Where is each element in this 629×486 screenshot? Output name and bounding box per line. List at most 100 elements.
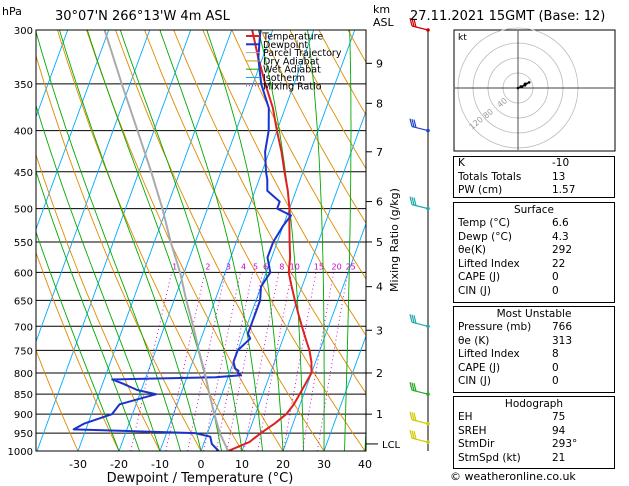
barb-flag [411, 314, 415, 323]
index-label: EH [458, 411, 473, 423]
wind-barbs [409, 17, 430, 451]
barb-flag [411, 430, 415, 439]
index-row: CIN (J) 0 [454, 375, 614, 389]
barb-flag [409, 382, 413, 391]
temperature-tick-label: 20 [276, 458, 290, 471]
barb-flag [411, 196, 415, 206]
barb-dot [426, 28, 430, 32]
isotherm-line [36, 30, 69, 119]
pressure-tick-label: 950 [14, 429, 33, 440]
barb-flag [409, 17, 413, 27]
index-label: Temp (°C) [458, 217, 511, 229]
pressure-tick-label: 850 [14, 390, 33, 401]
temperature-tick-label: 0 [198, 458, 205, 471]
wind-barb [409, 411, 430, 426]
mixing-ratio-line [257, 272, 293, 451]
mixing-ratio-label: 10 [290, 262, 300, 271]
index-row: StmSpd (kt) 21 [454, 452, 614, 466]
legend-label: Dewpoint [263, 40, 308, 51]
pressure-tick-label: 450 [14, 168, 33, 179]
pressure-tick-label: 300 [14, 26, 33, 37]
isotherm-line [282, 222, 366, 451]
wet-adiabat-line [307, 30, 325, 451]
isotherm-line [77, 30, 233, 451]
most-unstable-box: Most Unstable Pressure (mb) 766 θe (K) 313 L… [453, 306, 615, 393]
km-tick-label: 7 [376, 146, 383, 159]
hodograph-point [520, 85, 524, 88]
pressure-tick-label: 900 [14, 410, 33, 421]
index-label: CAPE (J) [458, 361, 501, 374]
barb-flag [411, 18, 415, 27]
index-row: θe (K) 313 [454, 335, 614, 349]
km-tick-label: 3 [376, 324, 383, 337]
barb-flag [413, 383, 417, 392]
barb-shaft [411, 321, 429, 327]
sounding-series [72, 30, 313, 451]
wet-adiabat-line [36, 30, 181, 451]
mixing-ratio-line [316, 272, 349, 451]
index-label: CIN (J) [458, 375, 491, 387]
dry-adiabat-line [115, 30, 325, 451]
legend-label: Wet Adiabat [263, 65, 321, 76]
barb-dot [426, 392, 430, 396]
mixing-ratio-line [203, 272, 241, 451]
pressure-tick-label: 750 [14, 346, 33, 357]
asl-label: ASL [373, 16, 395, 29]
pressure-tick-label: 500 [14, 205, 33, 216]
hodograph-point [516, 86, 520, 90]
pressure-tick-label: 650 [14, 296, 33, 307]
legend-label: Temperature [262, 32, 323, 43]
legend-label: Mixing Ratio [263, 81, 322, 92]
index-value: 21 [552, 451, 566, 464]
index-row: Lifted Index 22 [454, 258, 614, 272]
index-value: 313 [552, 334, 573, 347]
mixing-ratio-label: 2 [205, 262, 210, 271]
index-row: Dewp (°C) 4.3 [454, 231, 614, 245]
mixing-ratio-label: 20 [332, 262, 342, 271]
pressure-tick-label: 400 [14, 127, 33, 138]
index-row: PW (cm) 1.57 [454, 184, 614, 198]
index-value: 0 [552, 271, 559, 283]
temperature-tick-label: 30 [317, 458, 331, 471]
dry-adiabat-line [36, 54, 202, 451]
barb-flag [409, 196, 413, 205]
barb-flag [409, 430, 413, 439]
dry-adiabat-line [202, 30, 366, 337]
index-row: Pressure (mb) 766 [454, 321, 614, 335]
temperature-tick-label: -20 [110, 458, 128, 471]
wet-adiabat-line [257, 30, 304, 451]
most-unstable-title: Most Unstable [496, 308, 572, 320]
hodograph-point [523, 82, 527, 86]
barb-flag [409, 118, 413, 127]
temperature-tick-label: -30 [69, 458, 87, 471]
barb-dot [426, 128, 430, 133]
index-row: EH 75 [454, 411, 614, 425]
dry-adiabat-line [289, 30, 366, 170]
index-label: Dewp (°C) [458, 230, 512, 243]
dry-adiabat-line [36, 251, 120, 451]
hodograph-point [527, 81, 531, 84]
barb-shaft [411, 126, 429, 132]
wet-adiabat-line [36, 104, 161, 451]
km-tick-label: 9 [376, 57, 383, 70]
barb-shaft [411, 419, 429, 425]
index-value: 4.3 [552, 230, 569, 243]
index-row: CAPE (J) 0 [454, 362, 614, 376]
plot-frame [35, 29, 367, 452]
index-value: 1.57 [552, 184, 576, 196]
barb-flag [413, 197, 417, 206]
index-label: K [458, 157, 465, 169]
mixing-ratio-line [283, 272, 317, 451]
barb-dot [426, 324, 430, 329]
index-value: 0 [552, 284, 559, 297]
temperature-tick-label: 10 [235, 458, 249, 471]
pressure-tick-label: 800 [14, 369, 33, 380]
index-row: K -10 [454, 157, 614, 171]
isotherm-line [159, 30, 315, 451]
mixing-ratio-line [187, 272, 226, 451]
wind-barb [409, 430, 430, 444]
mixing-ratio-line [226, 272, 264, 451]
index-row: Temp (°C) 6.6 [454, 217, 614, 231]
